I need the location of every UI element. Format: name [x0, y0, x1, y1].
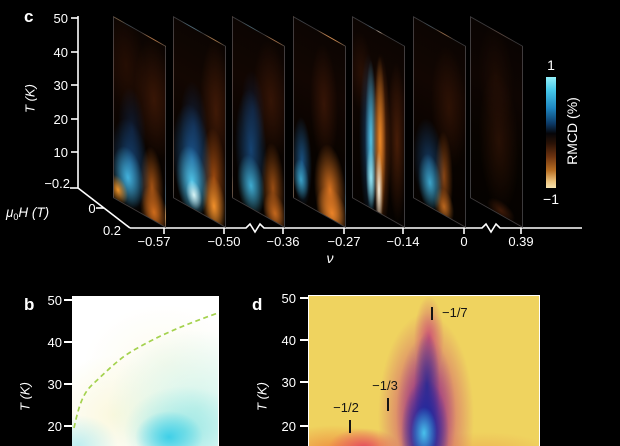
d-t-tickmark-30	[300, 381, 308, 383]
d-annotation-tick-1-7	[431, 307, 433, 320]
c-nu-tick-4: −0.14	[386, 234, 420, 249]
c-h-tick-neg02: −0.2	[44, 176, 70, 191]
c-nu-tick-2: −0.36	[266, 234, 300, 249]
panel-c-axes	[70, 16, 582, 234]
c-nu-tick-1: −0.50	[207, 234, 241, 249]
d-annotation-label-1-2: −1/2	[333, 400, 359, 415]
b-t-tick-50: 50	[47, 293, 62, 308]
d-annotation-tick-1-3	[387, 398, 389, 411]
d-annotation-label-1-3: −1/3	[372, 378, 398, 393]
c-t-tick-40: 40	[53, 45, 68, 60]
c-t-tick-10: 10	[53, 145, 68, 160]
panel-b-heatmap	[72, 296, 219, 446]
panel-d-heatmap: −1/7 −1/3 −1/2	[308, 295, 540, 446]
rmcd-slice-nu-m014	[352, 16, 405, 228]
b-t-tickmark-20	[64, 425, 72, 427]
panel-d: d 50 40 30 20 T (K)	[240, 280, 620, 445]
d-annotation-label-1-7: −1/7	[442, 305, 468, 320]
c-h-axis-title: μ0H (T)	[6, 206, 49, 222]
c-h-tick-02: 0.2	[102, 223, 122, 238]
b-t-axis-title: T (K)	[17, 382, 33, 411]
colorbar-title: RMCD (%)	[564, 97, 580, 165]
c-nu-tick-0: −0.57	[137, 234, 171, 249]
panel-d-letter: d	[252, 295, 263, 314]
c-nu-tick-5: 0	[460, 234, 468, 249]
panel-c: c 50 40 30 20 10 T (K) −0.2 0 0.2 μ0H (T…	[6, 7, 582, 266]
rmcd-slice-nu-m027	[293, 16, 346, 228]
rmcd-slice-nu-m057	[113, 16, 166, 228]
c-h-axis-title-mu: μ	[6, 205, 14, 220]
panel-b-letter: b	[24, 295, 35, 314]
b-t-tick-20: 20	[47, 419, 62, 434]
b-t-tick-40: 40	[47, 335, 62, 350]
rmcd-slice-nu-m036	[232, 16, 285, 228]
colorbar-min-label: −1	[543, 191, 559, 207]
d-t-tick-30: 30	[281, 375, 296, 390]
d-t-axis-title: T (K)	[254, 382, 270, 411]
d-t-tickmark-40	[300, 339, 308, 341]
colorbar-gradient	[546, 77, 556, 188]
d-t-tick-40: 40	[281, 333, 296, 348]
b-t-tickmark-50	[64, 299, 72, 301]
b-t-tick-30: 30	[47, 377, 62, 392]
c-nu-axis-title: ν	[326, 250, 334, 266]
colorbar-max-label: 1	[547, 57, 555, 73]
d-t-tickmark-20	[300, 425, 308, 427]
b-t-tickmark-30	[64, 383, 72, 385]
panel-b: b 50 40 30 20 T (K)	[0, 280, 240, 445]
c-h-axis-title-rest: H (T)	[18, 205, 50, 220]
d-t-tick-50: 50	[281, 291, 296, 306]
panel-c-letter: c	[24, 7, 34, 26]
c-h-axis-title-sub: 0	[13, 212, 19, 222]
c-nu-tick-3: −0.27	[327, 234, 361, 249]
d-t-tick-20: 20	[281, 419, 296, 434]
rmcd-slice-nu-0	[413, 16, 466, 228]
b-t-tickmark-40	[64, 341, 72, 343]
c-t-tick-20: 20	[53, 112, 68, 127]
c-t-tick-50: 50	[53, 11, 68, 26]
rmcd-slice-nu-m050	[173, 16, 226, 228]
d-t-tickmark-50	[300, 297, 308, 299]
c-h-tick-0: 0	[88, 201, 96, 216]
phase-boundary-dashed-curve	[73, 312, 218, 429]
c-t-tick-30: 30	[53, 78, 68, 93]
c-nu-tick-6: 0.39	[508, 234, 534, 249]
c-t-axis-title: T (K)	[22, 84, 38, 113]
rmcd-slice-nu-039	[470, 16, 523, 228]
d-annotation-tick-1-2	[349, 420, 351, 433]
